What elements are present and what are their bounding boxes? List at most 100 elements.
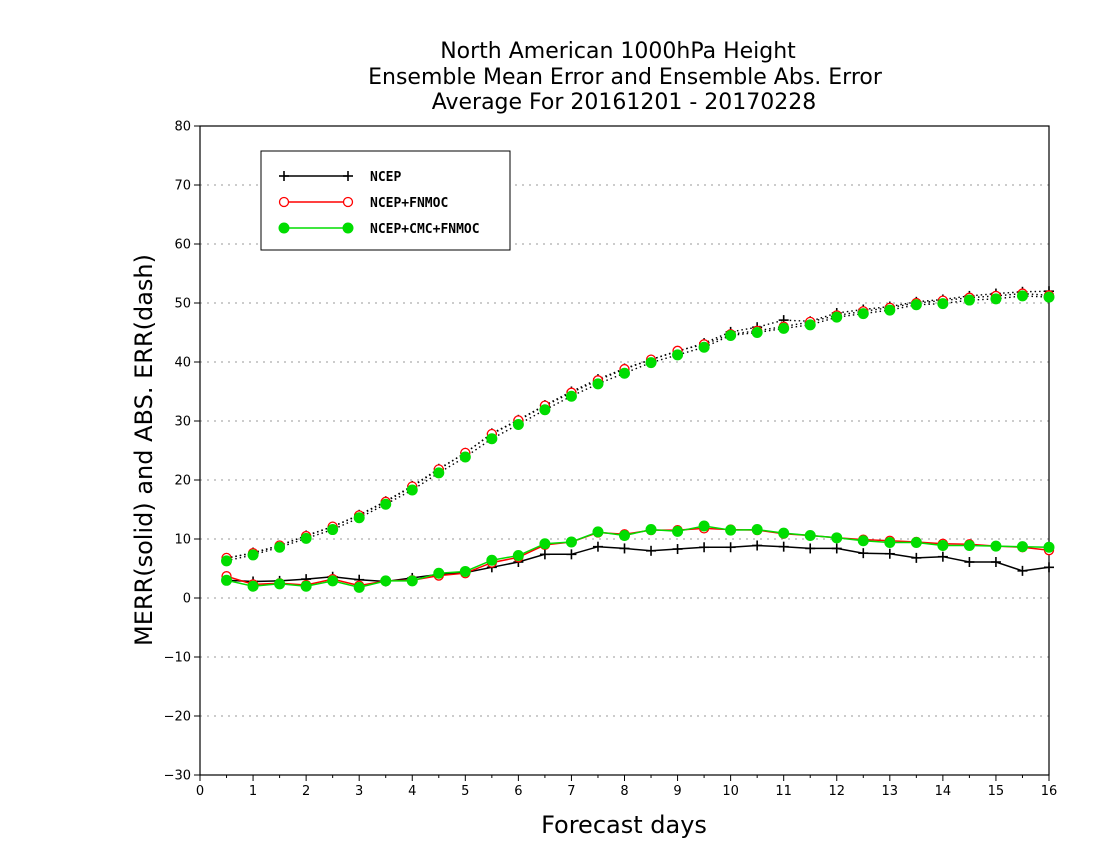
y-tick-label: −10: [164, 651, 191, 666]
data-point-ncep-cmc-fnmoc-merr: [221, 574, 233, 586]
y-tick-label: 10: [174, 533, 191, 548]
legend-marker-ncep: [343, 171, 353, 181]
x-tick-label: 10: [722, 784, 739, 799]
y-tick-label: 20: [174, 474, 191, 489]
data-point-ncep-cmc-fnmoc-merr: [672, 525, 684, 537]
x-tick-label: 16: [1041, 784, 1058, 799]
data-point-ncep-cmc-fnmoc-abs-err: [512, 419, 524, 431]
data-point-ncep-cmc-fnmoc-abs-err: [725, 329, 737, 341]
data-point-ncep-cmc-fnmoc-merr: [300, 580, 312, 592]
data-point-ncep-cmc-fnmoc-abs-err: [565, 390, 577, 402]
data-point-ncep-cmc-fnmoc-merr: [937, 539, 949, 551]
data-point-ncep-cmc-fnmoc-merr: [884, 537, 896, 549]
data-point-ncep-merr: [1017, 565, 1028, 576]
legend-marker-ncep-cmc-fnmoc: [342, 222, 354, 234]
data-point-ncep-cmc-fnmoc-abs-err: [672, 349, 684, 361]
x-tick-label: 1: [249, 784, 257, 799]
data-point-ncep-cmc-fnmoc-abs-err: [274, 541, 286, 553]
data-point-ncep-cmc-fnmoc-abs-err: [884, 304, 896, 316]
x-tick-label: 8: [620, 784, 628, 799]
data-point-ncep-cmc-fnmoc-merr: [857, 535, 869, 547]
data-point-ncep-merr: [990, 557, 1001, 568]
data-point-ncep-cmc-fnmoc-abs-err: [406, 484, 418, 496]
legend-marker-ncep: [279, 171, 289, 181]
data-point-ncep-cmc-fnmoc-merr: [406, 575, 418, 587]
data-point-ncep-cmc-fnmoc-abs-err: [486, 433, 498, 445]
x-tick-label: 15: [988, 784, 1005, 799]
data-point-ncep-cmc-fnmoc-abs-err: [539, 404, 551, 416]
y-axis-label: MERR(solid) and ABS. ERR(dash): [130, 254, 158, 646]
data-point-ncep-cmc-fnmoc-merr: [698, 520, 710, 532]
data-point-ncep-cmc-fnmoc-merr: [1043, 541, 1055, 553]
legend-label-ncep-cmc-fnmoc: NCEP+CMC+FNMOC: [370, 222, 480, 237]
data-point-ncep-cmc-fnmoc-merr: [592, 526, 604, 538]
x-tick-label: 14: [935, 784, 952, 799]
data-point-ncep-merr: [937, 551, 948, 562]
data-point-ncep-cmc-fnmoc-merr: [512, 550, 524, 562]
x-tick-label: 13: [882, 784, 899, 799]
y-tick-label: 70: [174, 179, 191, 194]
y-tick-label: 80: [174, 120, 191, 135]
data-point-ncep-cmc-fnmoc-abs-err: [751, 327, 763, 338]
data-point-ncep-cmc-fnmoc-merr: [725, 524, 737, 536]
data-point-ncep-cmc-fnmoc-merr: [1016, 541, 1028, 553]
data-point-ncep-cmc-fnmoc-merr: [804, 529, 816, 541]
y-tick-label: 60: [174, 238, 191, 253]
data-point-ncep-cmc-fnmoc-merr: [645, 524, 657, 536]
data-point-ncep-cmc-fnmoc-abs-err: [300, 532, 312, 544]
x-tick-label: 9: [673, 784, 681, 799]
legend-marker-ncep-fnmoc: [278, 196, 290, 208]
data-point-ncep-cmc-fnmoc-abs-err: [221, 555, 233, 567]
y-tick-label: 0: [183, 592, 191, 607]
data-point-ncep-merr: [592, 541, 603, 552]
data-point-ncep-cmc-fnmoc-abs-err: [619, 367, 630, 379]
legend-box: [260, 150, 511, 251]
data-point-ncep-merr: [752, 540, 763, 551]
x-tick-label: 7: [567, 784, 575, 799]
title-line-2: Ensemble Mean Error and Ensemble Abs. Er…: [368, 65, 883, 90]
data-point-ncep-cmc-fnmoc-merr: [380, 575, 392, 587]
x-tick-label: 5: [461, 784, 469, 799]
data-point-ncep-merr: [964, 557, 975, 568]
data-point-ncep-merr: [619, 543, 630, 554]
data-point-ncep-cmc-fnmoc-abs-err: [910, 299, 922, 311]
data-point-ncep-cmc-fnmoc-abs-err: [433, 467, 445, 479]
data-point-ncep-merr: [699, 542, 710, 553]
series-line-ncep-abs-err: [226, 290, 1050, 560]
title-line-3: Average For 20161201 - 20170228: [432, 90, 817, 115]
data-point-ncep-cmc-fnmoc-abs-err: [963, 294, 975, 306]
series-line-ncep-merr: [226, 544, 1050, 583]
series-layer: [221, 286, 1055, 593]
data-point-ncep-cmc-fnmoc-abs-err: [1016, 290, 1028, 302]
data-point-ncep-cmc-fnmoc-abs-err: [459, 451, 471, 463]
title-line-1: North American 1000hPa Height: [440, 39, 796, 64]
data-point-ncep-cmc-fnmoc-abs-err: [327, 524, 339, 536]
x-tick-label: 2: [302, 784, 310, 799]
x-tick-label: 12: [828, 784, 845, 799]
legend-items: NCEP NCEP+FNMOC NCEP+CMC+FNMOC: [278, 170, 480, 237]
x-tick-label: 4: [408, 784, 416, 799]
data-point-ncep-cmc-fnmoc-abs-err: [353, 512, 365, 524]
data-point-ncep-cmc-fnmoc-abs-err: [804, 319, 816, 331]
data-point-ncep-merr: [911, 552, 922, 563]
x-tick-label: 6: [514, 784, 522, 799]
data-point-ncep-cmc-fnmoc-merr: [274, 578, 286, 590]
data-point-ncep-cmc-fnmoc-merr: [619, 529, 630, 541]
data-point-ncep-cmc-fnmoc-merr: [990, 540, 1002, 552]
data-point-ncep-merr: [646, 545, 657, 556]
data-point-ncep-cmc-fnmoc-abs-err: [645, 357, 657, 369]
data-point-ncep-merr: [672, 544, 683, 555]
y-tick-label: 30: [174, 415, 191, 430]
x-tick-label: 11: [775, 784, 792, 799]
data-point-ncep-cmc-fnmoc-merr: [486, 554, 498, 566]
chart-title: North American 1000hPa Height Ensemble M…: [368, 39, 883, 115]
data-point-ncep-merr: [831, 543, 842, 554]
x-axis-label: Forecast days: [541, 811, 707, 839]
data-point-ncep-cmc-fnmoc-merr: [459, 565, 471, 577]
data-point-ncep-merr: [539, 549, 550, 560]
data-point-ncep-cmc-fnmoc-merr: [539, 538, 551, 550]
data-point-ncep-cmc-fnmoc-merr: [751, 524, 763, 536]
legend-label-ncep: NCEP: [370, 170, 401, 185]
